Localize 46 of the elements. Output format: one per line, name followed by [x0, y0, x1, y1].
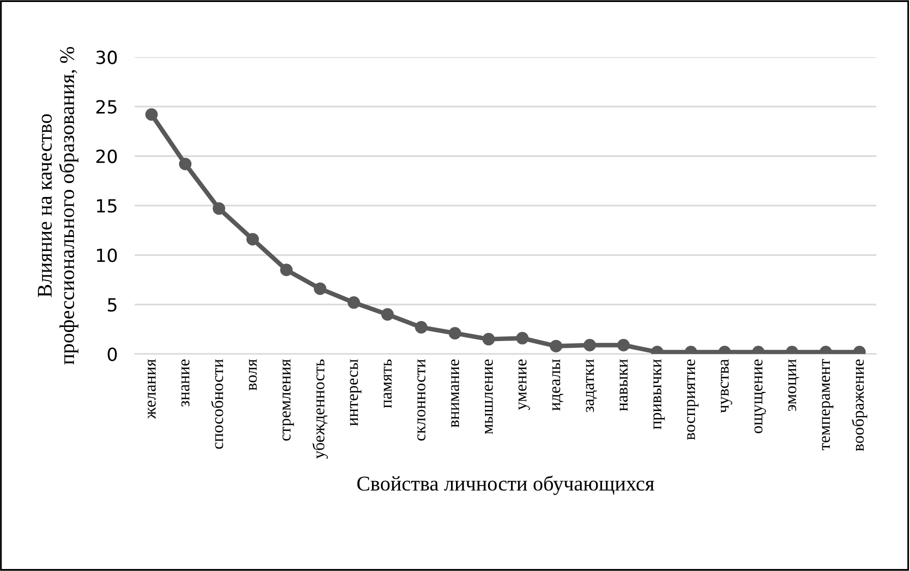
point	[348, 296, 360, 309]
x-tick-label: темперамент	[822, 359, 834, 450]
x-tick-label: чувства	[720, 359, 732, 413]
x-tick-label: восприятие	[687, 359, 698, 440]
point	[550, 340, 562, 352]
x-axis-title: Свойства личности обучающихся	[357, 476, 654, 495]
y-tick-label: 10	[97, 248, 117, 262]
point	[617, 338, 630, 352]
y-tick-label: 0	[108, 347, 117, 362]
point	[145, 108, 158, 121]
point	[314, 282, 326, 295]
x-tick-label: желания	[148, 359, 156, 419]
x-tick-label: воображение	[852, 359, 868, 452]
x-tick-label: воля	[248, 359, 257, 390]
x-tick-label: задатки	[586, 359, 598, 412]
x-tick-label: убежденность	[312, 359, 328, 459]
point	[482, 332, 495, 346]
point	[246, 232, 259, 246]
point	[584, 338, 596, 352]
x-tick-label: способности	[211, 359, 224, 449]
point	[212, 202, 226, 215]
x-tick-label: умение	[518, 359, 530, 410]
point	[178, 158, 192, 170]
x-tick-label: привычки	[653, 359, 665, 430]
point	[381, 308, 394, 321]
y-tick-label: 15	[97, 199, 116, 213]
y-tick-label: 25	[96, 100, 116, 114]
point	[516, 332, 529, 344]
point	[448, 326, 462, 340]
y-tick-label: 5	[108, 298, 116, 312]
point	[414, 321, 428, 334]
x-tick-label: идеалы	[552, 359, 564, 411]
x-tick-label: ощущение	[754, 359, 766, 434]
x-tick-label: знание	[181, 359, 190, 407]
x-tick-label: внимание	[451, 359, 460, 428]
point	[280, 264, 293, 276]
y-tick-label: 20	[96, 150, 117, 164]
y-axis-title: Влияние на качество профессионального образования, %	[38, 46, 78, 365]
y-tick-label: 30	[96, 50, 117, 64]
x-tick-label: интересы	[350, 359, 362, 426]
x-tick-label: навыки	[620, 359, 628, 411]
x-tick-label: эмоции	[788, 359, 800, 411]
x-tick-label: мышление	[484, 359, 493, 434]
x-tick-label: стремления	[282, 359, 294, 441]
x-tick-label: память	[384, 359, 392, 408]
x-tick-label: склонности	[417, 359, 426, 441]
